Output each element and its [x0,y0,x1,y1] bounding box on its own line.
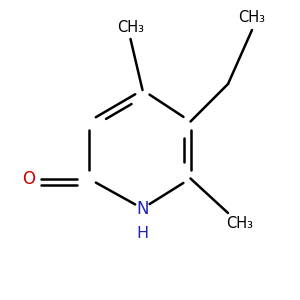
Text: CH₃: CH₃ [238,11,266,26]
Text: H: H [136,226,148,242]
Text: N: N [136,200,149,217]
Text: CH₃: CH₃ [226,216,254,231]
Text: CH₃: CH₃ [117,20,144,34]
Text: O: O [22,169,35,188]
